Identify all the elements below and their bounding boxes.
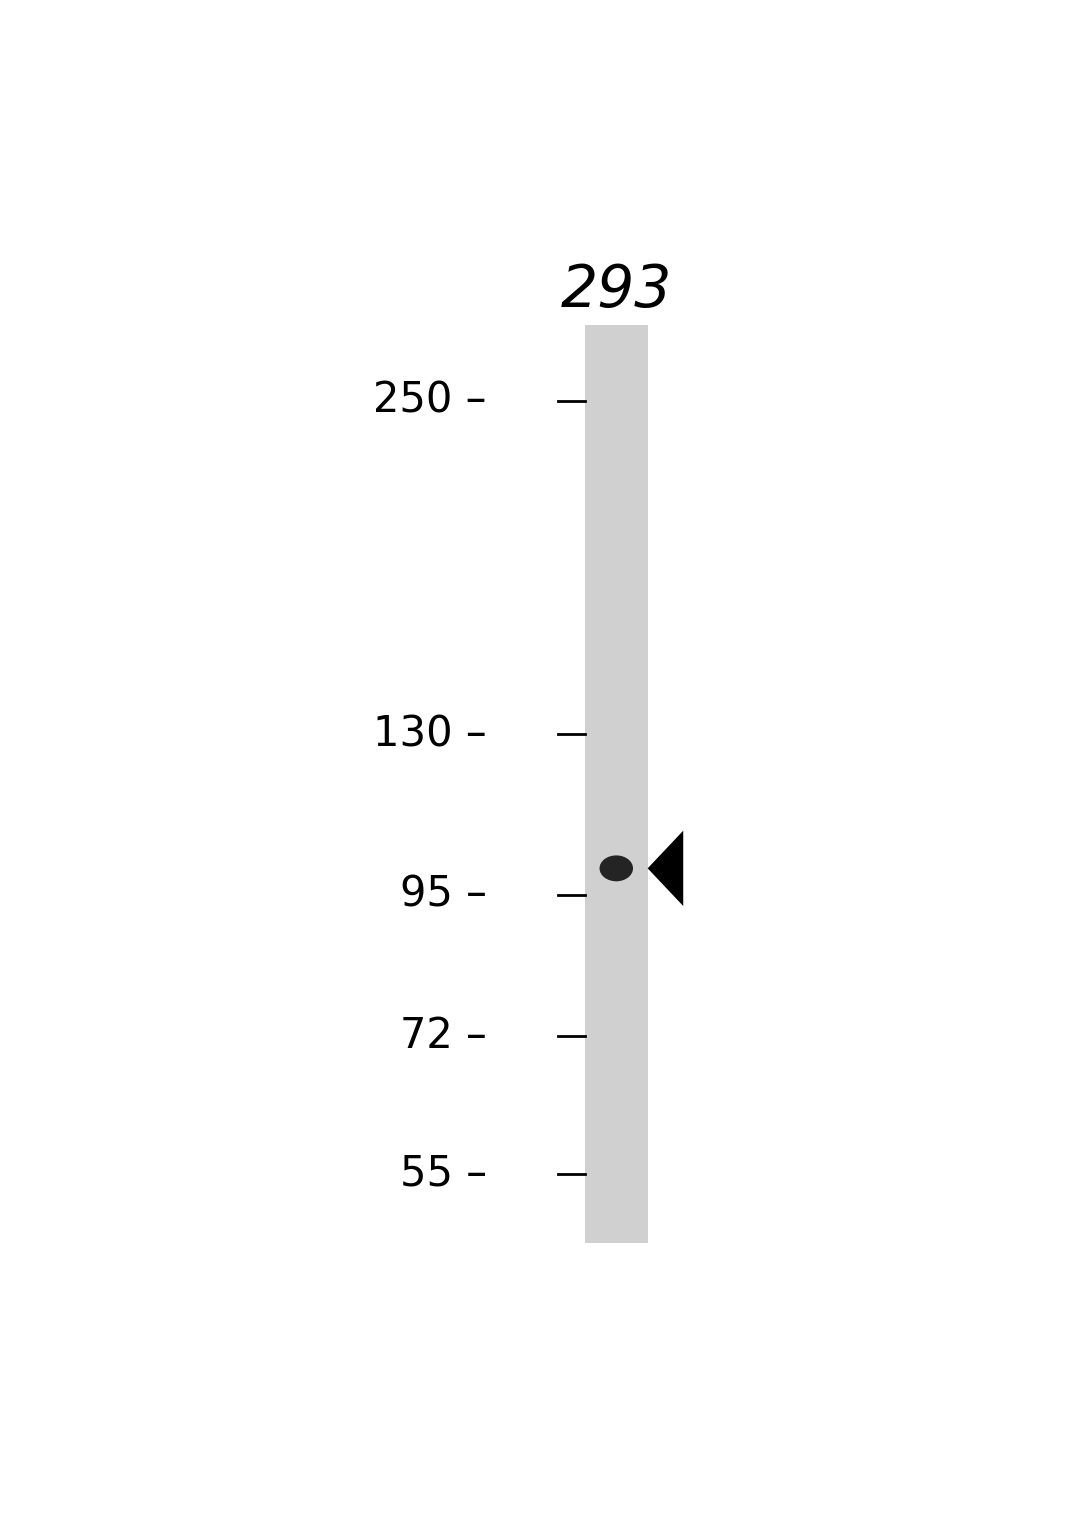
Text: 55 –: 55 – <box>400 1153 486 1194</box>
Text: 250 –: 250 – <box>374 379 486 422</box>
Text: 293: 293 <box>561 261 672 320</box>
Polygon shape <box>648 830 684 907</box>
Text: 95 –: 95 – <box>400 873 486 916</box>
Bar <box>585 324 648 1243</box>
Text: 130 –: 130 – <box>373 714 486 755</box>
Text: 72 –: 72 – <box>400 1015 486 1057</box>
Ellipse shape <box>599 855 633 881</box>
